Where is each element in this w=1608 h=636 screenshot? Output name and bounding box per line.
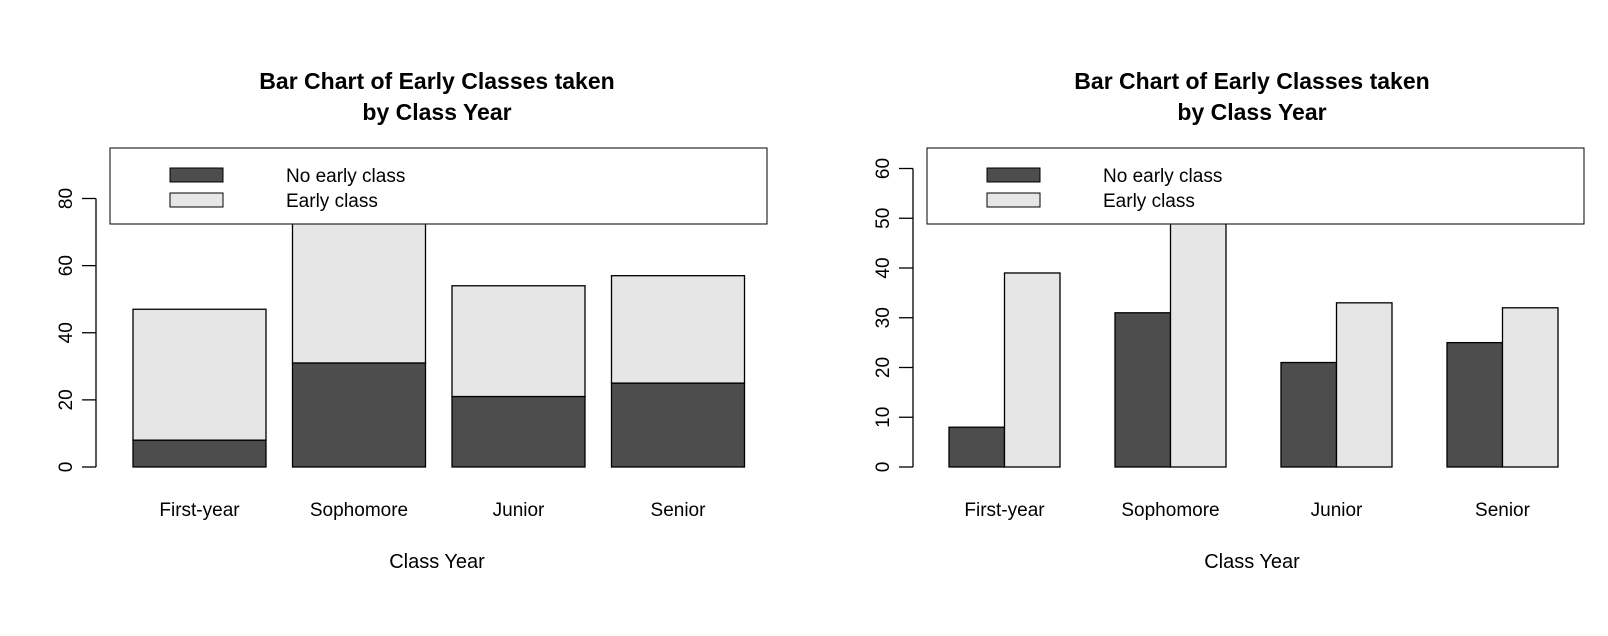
legend-label: No early class [1103,166,1222,187]
bar-first-year-early-class [132,308,267,441]
stacked-bar-chart: Bar Chart of Early Classes taken by Class… [56,68,768,573]
bars [948,217,1559,468]
x-tick-label: Senior [1475,500,1531,521]
x-tick-label: Senior [651,500,707,521]
chart-title-line-1: Bar Chart of Early Classes taken [1074,68,1429,94]
bar-junior-no-early-class [451,395,586,468]
legend-swatch [986,167,1041,183]
legend-label: No early class [286,166,405,187]
x-axis-title: Class Year [389,551,485,573]
y-tick-label: 60 [56,255,77,276]
y-tick-label: 0 [873,462,894,473]
bar-sophomore-no-early-class [291,362,427,468]
grouped-bar-chart: Bar Chart of Early Classes taken by Class… [873,68,1585,573]
y-tick-label: 0 [56,462,77,473]
y-tick-label: 60 [873,158,894,179]
bar-junior-no-early-class [1280,361,1338,468]
x-tick-label: First-year [964,500,1045,521]
y-axis: 0 10 20 30 40 50 60 [873,158,914,473]
y-tick-label: 80 [56,188,77,209]
y-tick-label: 20 [873,357,894,378]
bar-first-year-early-class [1003,272,1061,468]
x-axis-title: Class Year [1204,551,1300,573]
y-tick-label: 50 [873,208,894,229]
bar-senior-no-early-class [610,382,746,468]
bar-sophomore-early-class [1169,217,1227,468]
y-tick-label: 30 [873,307,894,328]
chart-title-line-1: Bar Chart of Early Classes taken [259,68,614,94]
bar-first-year-no-early-class [948,426,1006,468]
bar-sophomore-no-early-class [1114,312,1172,468]
y-tick-label: 20 [56,389,77,410]
legend-box [926,147,1585,225]
bar-senior-no-early-class [1446,341,1504,468]
legend: No early class Early class [926,147,1585,225]
legend-swatch [986,192,1041,208]
bar-junior-early-class [451,285,586,398]
bar-senior-early-class [610,275,746,384]
y-tick-label: 10 [873,407,894,428]
y-tick-label: 40 [873,257,894,278]
x-tick-label: Sophomore [1121,500,1219,521]
x-tick-label: Junior [493,500,545,521]
bar-senior-early-class [1501,307,1559,468]
legend-swatch [169,192,224,208]
bar-junior-early-class [1335,302,1393,468]
y-axis: 0 20 40 60 80 [56,188,97,473]
legend-label: Early class [1103,191,1195,212]
legend-swatch [169,167,224,183]
chart-title-line-2: by Class Year [362,99,511,125]
x-tick-label: First-year [159,500,240,521]
bars [132,194,746,468]
legend-box [109,147,768,225]
chart-title-line-2: by Class Year [1177,99,1326,125]
legend: No early class Early class [109,147,768,225]
bar-first-year-no-early-class [132,439,267,468]
x-tick-label: Junior [1311,500,1363,521]
y-tick-label: 40 [56,322,77,343]
x-tick-label: Sophomore [310,500,408,521]
legend-label: Early class [286,191,378,212]
